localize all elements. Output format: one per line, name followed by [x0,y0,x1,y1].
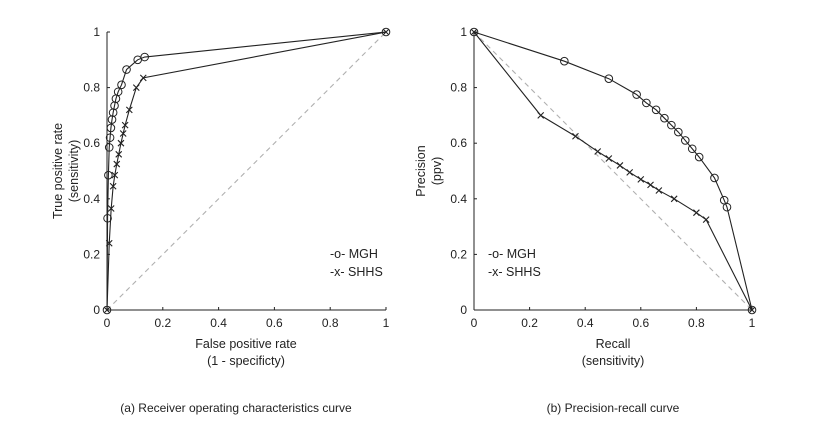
roc-shhs-point [125,106,133,114]
pr-shhs-point [572,132,579,140]
roc-mgh-point [103,213,112,223]
pr-y-tick-label: 1 [460,25,467,39]
pr-x-tick-label: 0.6 [632,316,649,330]
roc-mgh-point [122,65,131,74]
pr-ylabel-line2: (ppv) [430,157,444,185]
pr-shhs-point [670,195,678,203]
roc-shhs-point [111,171,119,179]
roc-shhs-point [117,139,125,147]
roc-y-tick-label: 0.8 [83,81,100,95]
roc-shhs-point [132,84,140,91]
roc-shhs-point [109,182,117,190]
pr-x-tick-label: 0.2 [521,316,538,330]
pr-legend-shhs: -x- SHHS [488,265,541,279]
roc-x-tick-label: 0 [104,316,111,330]
pr-mgh-point [604,74,614,84]
pr-mgh-point [674,127,683,137]
roc-x-tick-label: 0.2 [154,316,171,330]
pr-shhs-point [626,169,634,176]
pr-mgh-point [722,202,732,212]
pr-shhs-point [605,155,613,162]
roc-y-tick-label: 0.6 [83,136,100,150]
roc-y-tick-label: 1 [93,25,100,39]
roc-legend-mgh: -o- MGH [330,247,378,261]
roc-mgh-point [381,27,391,37]
pr-shhs-point [616,162,624,169]
pr-legend-mgh: -o- MGH [488,247,536,261]
pr-y-tick-label: 0.4 [450,192,467,206]
roc-x-tick-label: 0.8 [322,316,339,330]
pr-mgh-point [667,120,676,130]
roc-caption: (a) Receiver operating characteristics c… [120,401,352,415]
pr-y-tick-label: 0.2 [450,247,467,261]
roc-ylabel-line1: True positive rate [51,123,65,219]
pr-mgh-point [632,90,641,99]
pr-caption: (b) Precision-recall curve [547,401,680,415]
pr-y-tick-label: 0.6 [450,136,467,150]
roc-x-tick-label: 0.4 [210,316,227,330]
pr-mgh-point [560,56,569,66]
roc-mgh-point [117,80,126,90]
roc-mgh-point [105,133,115,142]
pr-x-tick-label: 0.8 [688,316,705,330]
pr-mgh-point [680,136,690,145]
pr-xlabel-line2: (sensitivity) [582,354,645,368]
pr-xlabel-line1: Recall [596,337,631,351]
roc-mgh-point [104,170,113,180]
pr-series-shhs-line [473,31,753,311]
roc-xlabel-line2: (1 - specificty) [207,354,285,368]
roc-mgh-point [140,52,149,62]
pr-x-tick-label: 1 [749,316,756,330]
pr-mgh-point [710,173,719,183]
roc-ylabel-line2: (sensitivity) [67,140,81,203]
pr-shhs-point [637,175,645,183]
pr-mgh-point [642,98,651,108]
roc-shhs-point [382,28,390,36]
roc-shhs-point [107,205,115,212]
pr-x-tick-label: 0.4 [577,316,594,330]
roc-shhs-point [121,121,129,129]
pr-shhs-point [647,181,654,189]
pr-panel: 0 0.2 0.4 0.6 0.8 1 0 0.2 0.4 0.6 0.8 1 Recall (sen… [414,25,757,415]
roc-mgh-point [107,115,117,124]
roc-xlabel-line1: False positive rate [195,337,296,351]
roc-y-tick-label: 0.4 [83,192,100,206]
roc-shhs-point [115,150,123,158]
pr-reference-line [473,31,753,311]
roc-series-shhs-line [106,31,387,311]
roc-shhs-point [113,160,121,168]
roc-legend-shhs: -x- SHHS [330,265,383,279]
roc-mgh-point [113,87,123,97]
pr-mgh-point [651,105,661,115]
roc-x-tick-label: 0.6 [266,316,283,330]
pr-mgh-point [694,152,704,162]
roc-shhs-point [119,130,127,137]
pr-mgh-point [660,113,669,123]
pr-ylabel-line1: Precision [414,145,428,196]
roc-shhs-point [139,74,147,82]
pr-y-tick-label: 0.8 [450,81,467,95]
roc-x-tick-label: 1 [383,316,390,330]
roc-y-tick-label: 0 [93,303,100,317]
pr-shhs-point [537,112,545,119]
pr-mgh-point [687,144,697,154]
pr-shhs-point [594,148,602,155]
roc-y-tick-label: 0.2 [83,247,100,261]
roc-reference-line [106,31,387,311]
pr-shhs-point [702,216,710,224]
pr-y-tick-label: 0 [460,303,467,317]
pr-x-tick-label: 0 [471,316,478,330]
pr-shhs-point [655,187,663,194]
pr-series-mgh-line [473,31,753,311]
roc-panel: 0 0.2 0.4 0.6 0.8 1 0 0.2 0.4 0.6 0.8 1 False posit… [51,25,391,415]
pr-shhs-point [693,209,700,217]
